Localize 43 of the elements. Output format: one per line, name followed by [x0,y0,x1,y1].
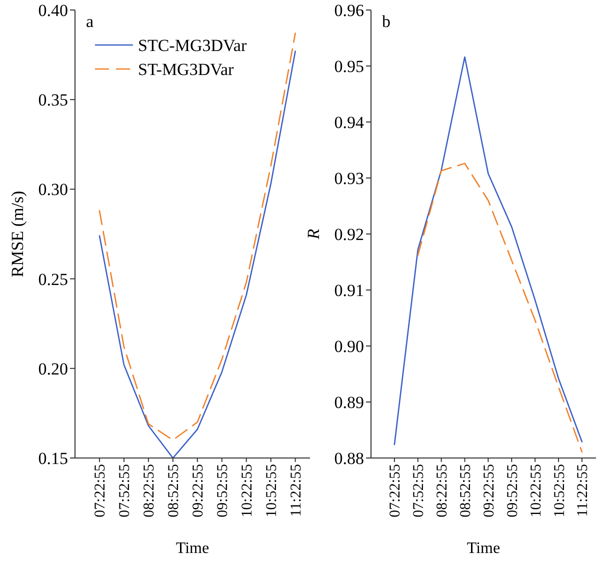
x-tick-label: 07:52:55 [117,464,134,518]
y-tick-label: 0.30 [38,180,68,200]
annotation: b [382,12,390,31]
y-tick-label: 0.25 [38,270,68,289]
y-tick-label: 0.40 [38,0,68,20]
x-tick-label: 10:22:55 [528,464,544,518]
annotation: a [86,12,94,31]
y-tick-label: 0.90 [334,336,364,356]
x-axis-title: Time [466,540,500,557]
x-tick-label: 10:22:55 [240,464,256,518]
y-tick-label: 0.20 [38,359,68,378]
x-tick-label: 09:22:55 [481,464,498,518]
x-tick-label: 08:52:55 [166,464,182,518]
x-axis-title: Time [176,540,210,557]
x-tick-label: 09:52:55 [504,464,521,518]
y-tick-label: 0.95 [334,56,364,76]
y-tick-label: 0.15 [38,448,68,468]
x-tick-label: 09:52:55 [215,464,232,518]
x-tick-label: 09:22:55 [190,464,207,518]
y-tick-label: 0.91 [334,280,364,300]
x-tick-label: 11:22:55 [575,464,592,517]
x-tick-label: 07:22:55 [388,464,404,518]
x-tick-label: 10:52:55 [264,464,280,518]
y-tick-label: 0.93 [334,168,364,188]
y-tick-label: 0.92 [334,224,364,244]
y-tick-label: 0.35 [38,90,68,110]
line-series [394,56,583,446]
y-axis-title: R [304,228,323,240]
line-series [417,162,583,452]
y-tick-label: 0.88 [334,448,364,468]
x-tick-label: 07:52:55 [411,464,428,518]
y-tick-label: 0.89 [334,392,364,412]
legend-label: STC-MG3DVar [138,36,247,55]
x-tick-label: 10:52:55 [552,464,568,518]
y-tick-label: 0.94 [334,112,364,132]
x-tick-label: 08:22:55 [142,464,158,518]
x-tick-label: 07:22:55 [92,464,109,518]
x-tick-label: 08:52:55 [458,464,474,518]
y-axis-title: RMSE (m/s) [8,190,27,278]
y-tick-label: 0.96 [334,0,364,20]
x-tick-label: 11:22:55 [288,464,305,517]
legend-label: ST-MG3DVar [138,60,234,79]
x-tick-label: 08:22:55 [434,464,451,518]
